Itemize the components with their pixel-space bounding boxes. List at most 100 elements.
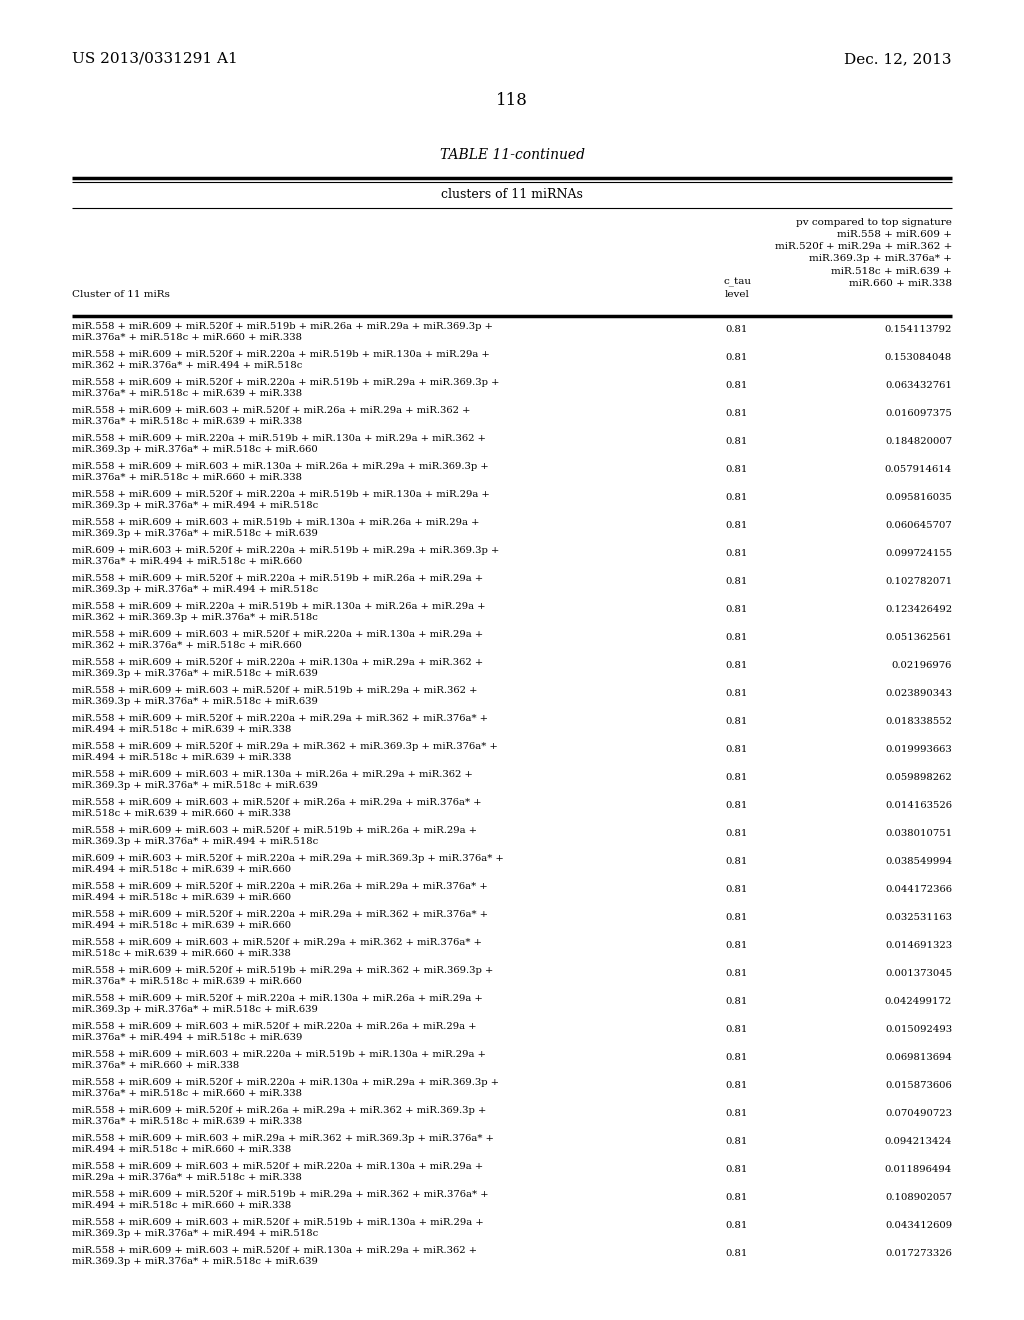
Text: 0.81: 0.81 <box>726 381 749 389</box>
Text: 0.81: 0.81 <box>726 884 749 894</box>
Text: miR.558 + miR.609 + miR.603 + miR.520f + miR.26a + miR.29a + miR.362 +
miR.376a*: miR.558 + miR.609 + miR.603 + miR.520f +… <box>72 407 470 426</box>
Text: 0.032531163: 0.032531163 <box>885 913 952 921</box>
Text: miR.558 + miR.609 + miR.520f + miR.220a + miR.519b + miR.130a + miR.29a +
miR.36: miR.558 + miR.609 + miR.520f + miR.220a … <box>72 350 489 371</box>
Text: 0.81: 0.81 <box>726 969 749 978</box>
Text: Cluster of 11 miRs: Cluster of 11 miRs <box>72 290 170 300</box>
Text: miR.558 + miR.609 + miR.603 + miR.520f + miR.29a + miR.362 + miR.376a* +
miR.518: miR.558 + miR.609 + miR.603 + miR.520f +… <box>72 939 482 958</box>
Text: miR.558 + miR.609 + miR.603 + miR.220a + miR.519b + miR.130a + miR.29a +
miR.376: miR.558 + miR.609 + miR.603 + miR.220a +… <box>72 1049 485 1071</box>
Text: miR.558 + miR.609 + miR.603 + miR.130a + miR.26a + miR.29a + miR.362 +
miR.369.3: miR.558 + miR.609 + miR.603 + miR.130a +… <box>72 770 473 791</box>
Text: 0.070490723: 0.070490723 <box>885 1109 952 1118</box>
Text: 0.063432761: 0.063432761 <box>885 381 952 389</box>
Text: 0.001373045: 0.001373045 <box>885 969 952 978</box>
Text: 0.059898262: 0.059898262 <box>886 774 952 781</box>
Text: 0.014163526: 0.014163526 <box>885 801 952 810</box>
Text: 0.015873606: 0.015873606 <box>886 1081 952 1090</box>
Text: 0.060645707: 0.060645707 <box>886 521 952 531</box>
Text: 0.154113792: 0.154113792 <box>885 325 952 334</box>
Text: 0.81: 0.81 <box>726 717 749 726</box>
Text: 0.042499172: 0.042499172 <box>885 997 952 1006</box>
Text: 0.81: 0.81 <box>726 829 749 838</box>
Text: 0.038549994: 0.038549994 <box>885 857 952 866</box>
Text: miR.558 + miR.609 + miR.520f + miR.519b + miR.26a + miR.29a + miR.369.3p +
miR.3: miR.558 + miR.609 + miR.520f + miR.519b … <box>72 322 493 342</box>
Text: 0.038010751: 0.038010751 <box>885 829 952 838</box>
Text: 0.81: 0.81 <box>726 1249 749 1258</box>
Text: miR.558 + miR.609 + miR.603 + miR.520f + miR.220a + miR.130a + miR.29a +
miR.362: miR.558 + miR.609 + miR.603 + miR.520f +… <box>72 630 483 651</box>
Text: c_tau
level: c_tau level <box>723 279 751 300</box>
Text: 0.81: 0.81 <box>726 577 749 586</box>
Text: 0.184820007: 0.184820007 <box>885 437 952 446</box>
Text: miR.558 + miR.609 + miR.520f + miR.26a + miR.29a + miR.362 + miR.369.3p +
miR.37: miR.558 + miR.609 + miR.520f + miR.26a +… <box>72 1106 486 1126</box>
Text: 0.108902057: 0.108902057 <box>885 1193 952 1203</box>
Text: 0.81: 0.81 <box>726 689 749 698</box>
Text: 0.81: 0.81 <box>726 1081 749 1090</box>
Text: 0.044172366: 0.044172366 <box>885 884 952 894</box>
Text: miR.558 + miR.609 + miR.603 + miR.520f + miR.519b + miR.26a + miR.29a +
miR.369.: miR.558 + miR.609 + miR.603 + miR.520f +… <box>72 826 477 846</box>
Text: 0.017273326: 0.017273326 <box>885 1249 952 1258</box>
Text: miR.558 + miR.609 + miR.603 + miR.519b + miR.130a + miR.26a + miR.29a +
miR.369.: miR.558 + miR.609 + miR.603 + miR.519b +… <box>72 517 479 539</box>
Text: 0.81: 0.81 <box>726 492 749 502</box>
Text: 0.81: 0.81 <box>726 1109 749 1118</box>
Text: miR.558 + miR.609 + miR.520f + miR.220a + miR.130a + miR.26a + miR.29a +
miR.369: miR.558 + miR.609 + miR.520f + miR.220a … <box>72 994 482 1015</box>
Text: 0.81: 0.81 <box>726 634 749 642</box>
Text: 0.016097375: 0.016097375 <box>885 409 952 418</box>
Text: miR.558 + miR.609 + miR.520f + miR.519b + miR.29a + miR.362 + miR.376a* +
miR.49: miR.558 + miR.609 + miR.520f + miR.519b … <box>72 1191 488 1210</box>
Text: 0.123426492: 0.123426492 <box>885 605 952 614</box>
Text: 0.102782071: 0.102782071 <box>885 577 952 586</box>
Text: miR.558 + miR.609 + miR.603 + miR.520f + miR.130a + miR.29a + miR.362 +
miR.369.: miR.558 + miR.609 + miR.603 + miR.520f +… <box>72 1246 477 1266</box>
Text: miR.558 + miR.609 + miR.603 + miR.520f + miR.26a + miR.29a + miR.376a* +
miR.518: miR.558 + miR.609 + miR.603 + miR.520f +… <box>72 799 481 818</box>
Text: 0.81: 0.81 <box>726 913 749 921</box>
Text: 0.057914614: 0.057914614 <box>885 465 952 474</box>
Text: 0.81: 0.81 <box>726 549 749 558</box>
Text: 0.81: 0.81 <box>726 661 749 671</box>
Text: miR.558 + miR.609 + miR.603 + miR.520f + miR.519b + miR.130a + miR.29a +
miR.369: miR.558 + miR.609 + miR.603 + miR.520f +… <box>72 1218 483 1238</box>
Text: pv compared to top signature
miR.558 + miR.609 +
miR.520f + miR.29a + miR.362 +
: pv compared to top signature miR.558 + m… <box>774 218 952 288</box>
Text: miR.558 + miR.609 + miR.520f + miR.220a + miR.29a + miR.362 + miR.376a* +
miR.49: miR.558 + miR.609 + miR.520f + miR.220a … <box>72 714 488 734</box>
Text: 0.153084048: 0.153084048 <box>885 352 952 362</box>
Text: 0.015092493: 0.015092493 <box>885 1026 952 1034</box>
Text: miR.609 + miR.603 + miR.520f + miR.220a + miR.519b + miR.29a + miR.369.3p +
miR.: miR.609 + miR.603 + miR.520f + miR.220a … <box>72 546 500 566</box>
Text: 0.81: 0.81 <box>726 352 749 362</box>
Text: Dec. 12, 2013: Dec. 12, 2013 <box>845 51 952 66</box>
Text: miR.558 + miR.609 + miR.520f + miR.220a + miR.519b + miR.29a + miR.369.3p +
miR.: miR.558 + miR.609 + miR.520f + miR.220a … <box>72 378 500 399</box>
Text: 0.81: 0.81 <box>726 941 749 950</box>
Text: 0.02196976: 0.02196976 <box>892 661 952 671</box>
Text: miR.558 + miR.609 + miR.603 + miR.520f + miR.220a + miR.130a + miR.29a +
miR.29a: miR.558 + miR.609 + miR.603 + miR.520f +… <box>72 1162 483 1183</box>
Text: 0.81: 0.81 <box>726 1053 749 1063</box>
Text: US 2013/0331291 A1: US 2013/0331291 A1 <box>72 51 238 66</box>
Text: 0.095816035: 0.095816035 <box>885 492 952 502</box>
Text: miR.558 + miR.609 + miR.220a + miR.519b + miR.130a + miR.29a + miR.362 +
miR.369: miR.558 + miR.609 + miR.220a + miR.519b … <box>72 434 485 454</box>
Text: 0.81: 0.81 <box>726 521 749 531</box>
Text: 0.81: 0.81 <box>726 774 749 781</box>
Text: 0.81: 0.81 <box>726 325 749 334</box>
Text: miR.558 + miR.609 + miR.603 + miR.520f + miR.220a + miR.26a + miR.29a +
miR.376a: miR.558 + miR.609 + miR.603 + miR.520f +… <box>72 1022 476 1043</box>
Text: 0.019993663: 0.019993663 <box>886 744 952 754</box>
Text: miR.558 + miR.609 + miR.520f + miR.220a + miR.130a + miR.29a + miR.369.3p +
miR.: miR.558 + miR.609 + miR.520f + miR.220a … <box>72 1078 499 1098</box>
Text: 0.81: 0.81 <box>726 605 749 614</box>
Text: miR.609 + miR.603 + miR.520f + miR.220a + miR.29a + miR.369.3p + miR.376a* +
miR: miR.609 + miR.603 + miR.520f + miR.220a … <box>72 854 504 874</box>
Text: 0.81: 0.81 <box>726 801 749 810</box>
Text: 0.81: 0.81 <box>726 1026 749 1034</box>
Text: 0.018338552: 0.018338552 <box>885 717 952 726</box>
Text: 0.81: 0.81 <box>726 1137 749 1146</box>
Text: 0.81: 0.81 <box>726 997 749 1006</box>
Text: miR.558 + miR.609 + miR.520f + miR.220a + miR.130a + miR.29a + miR.362 +
miR.369: miR.558 + miR.609 + miR.520f + miR.220a … <box>72 657 483 678</box>
Text: 0.81: 0.81 <box>726 857 749 866</box>
Text: 0.81: 0.81 <box>726 409 749 418</box>
Text: 0.81: 0.81 <box>726 1166 749 1173</box>
Text: 0.81: 0.81 <box>726 1193 749 1203</box>
Text: 0.069813694: 0.069813694 <box>885 1053 952 1063</box>
Text: miR.558 + miR.609 + miR.520f + miR.220a + miR.519b + miR.130a + miR.29a +
miR.36: miR.558 + miR.609 + miR.520f + miR.220a … <box>72 490 489 511</box>
Text: miR.558 + miR.609 + miR.603 + miR.29a + miR.362 + miR.369.3p + miR.376a* +
miR.4: miR.558 + miR.609 + miR.603 + miR.29a + … <box>72 1134 494 1155</box>
Text: 0.81: 0.81 <box>726 744 749 754</box>
Text: miR.558 + miR.609 + miR.520f + miR.29a + miR.362 + miR.369.3p + miR.376a* +
miR.: miR.558 + miR.609 + miR.520f + miR.29a +… <box>72 742 498 763</box>
Text: 0.011896494: 0.011896494 <box>885 1166 952 1173</box>
Text: TABLE 11-continued: TABLE 11-continued <box>439 148 585 162</box>
Text: 0.094213424: 0.094213424 <box>885 1137 952 1146</box>
Text: clusters of 11 miRNAs: clusters of 11 miRNAs <box>441 187 583 201</box>
Text: miR.558 + miR.609 + miR.220a + miR.519b + miR.130a + miR.26a + miR.29a +
miR.362: miR.558 + miR.609 + miR.220a + miR.519b … <box>72 602 485 623</box>
Text: miR.558 + miR.609 + miR.520f + miR.220a + miR.26a + miR.29a + miR.376a* +
miR.49: miR.558 + miR.609 + miR.520f + miR.220a … <box>72 882 487 903</box>
Text: 0.043412609: 0.043412609 <box>885 1221 952 1230</box>
Text: 0.051362561: 0.051362561 <box>885 634 952 642</box>
Text: miR.558 + miR.609 + miR.603 + miR.130a + miR.26a + miR.29a + miR.369.3p +
miR.37: miR.558 + miR.609 + miR.603 + miR.130a +… <box>72 462 488 482</box>
Text: miR.558 + miR.609 + miR.520f + miR.220a + miR.519b + miR.26a + miR.29a +
miR.369: miR.558 + miR.609 + miR.520f + miR.220a … <box>72 574 483 594</box>
